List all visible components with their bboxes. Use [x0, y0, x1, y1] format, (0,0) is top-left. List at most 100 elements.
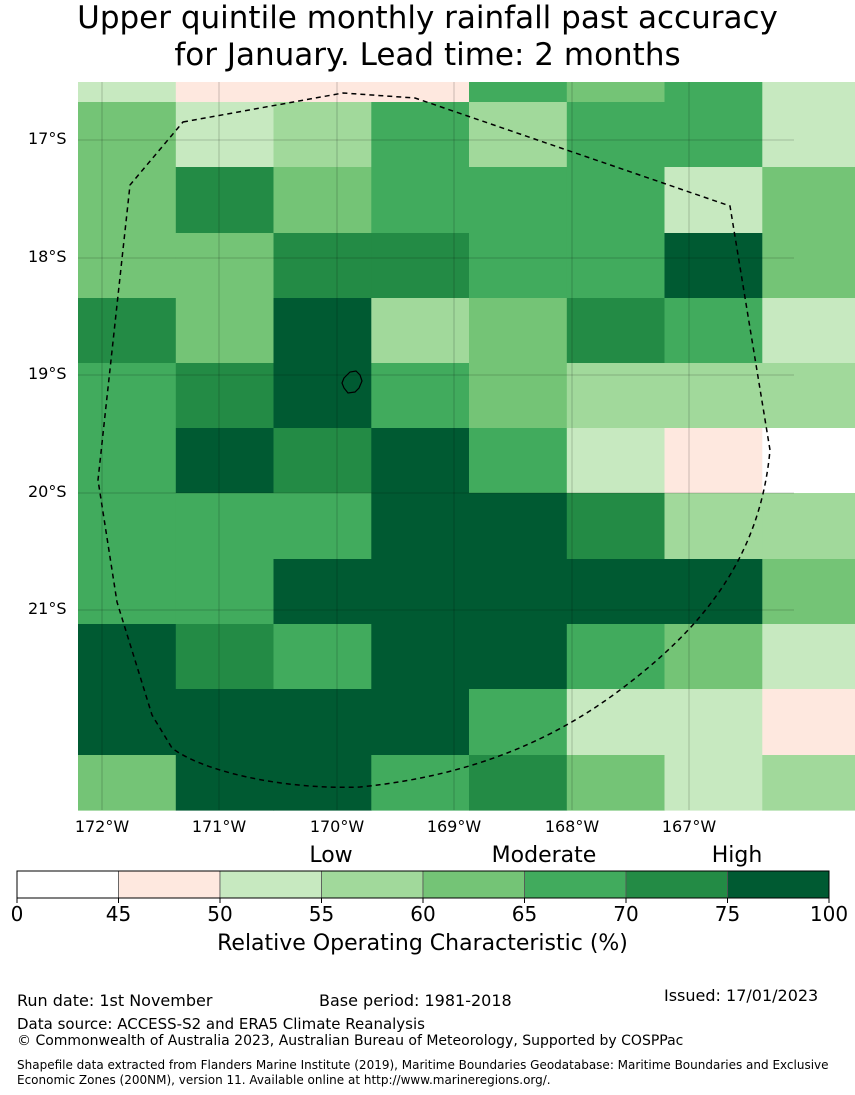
grid-cell	[175, 689, 275, 756]
grid-cell	[664, 689, 763, 756]
grid-cell	[664, 559, 763, 625]
grid-cell	[469, 755, 568, 811]
grid-cell	[371, 82, 470, 103]
grid-cell	[469, 559, 568, 625]
grid-cell	[566, 755, 666, 811]
base-period: Base period: 1981-2018	[319, 991, 512, 1010]
colorbar-tick-label: 75	[714, 902, 741, 926]
grid-cell	[566, 689, 666, 756]
grid-cell	[78, 624, 177, 690]
lat-label-20s: 20°S	[28, 482, 67, 501]
grid-cell	[469, 167, 568, 234]
grid-cell	[469, 493, 568, 560]
grid-cell	[664, 363, 763, 429]
grid-cell	[78, 298, 177, 364]
grid-cell	[762, 624, 855, 690]
grid-cell	[566, 233, 666, 299]
colorbar-tick-label: 65	[511, 902, 538, 926]
grid-cell	[371, 102, 470, 168]
grid-cell	[469, 624, 568, 690]
grid-cell	[469, 102, 568, 168]
shapefile-credit: Shapefile data extracted from Flanders M…	[17, 1058, 829, 1087]
grid-cell	[175, 363, 275, 429]
grid-cell	[566, 298, 666, 364]
category-low: Low	[309, 843, 353, 868]
grid-cell	[273, 82, 372, 103]
data-source: Data source: ACCESS-S2 and ERA5 Climate …	[17, 1015, 425, 1033]
eez-boundary	[97, 92, 771, 789]
grid-cell	[469, 363, 568, 429]
grid-cell	[78, 82, 177, 103]
colorbar-label: Relative Operating Characteristic (%)	[217, 931, 628, 956]
grid-cell	[78, 428, 177, 494]
issued-date: Issued: 17/01/2023	[664, 986, 819, 1005]
lon-label-170w: 170°W	[309, 817, 365, 836]
grid-cell	[762, 102, 855, 168]
grid-cell	[175, 233, 275, 299]
grid-cell	[175, 167, 275, 234]
grid-cell	[762, 559, 855, 625]
grid-cell	[371, 428, 470, 494]
grid-cell	[78, 167, 177, 234]
grid-cell	[371, 363, 470, 429]
grid-cell	[273, 167, 372, 234]
grid-cell	[762, 233, 855, 299]
grid-cell	[664, 624, 763, 690]
copyright: © Commonwealth of Australia 2023, Austra…	[17, 1033, 684, 1049]
colorbar-tick-label: 55	[308, 902, 335, 926]
grid-cell	[273, 102, 372, 168]
grid-cell	[469, 689, 568, 756]
grid-cell	[664, 102, 763, 168]
grid-cell	[664, 298, 763, 364]
chart-title: Upper quintile monthly rainfall past acc…	[0, 0, 855, 74]
grid-cell	[566, 82, 666, 103]
grid-cell	[566, 493, 666, 560]
grid-cell	[762, 363, 855, 429]
grid-cell	[371, 298, 470, 364]
grid-cell	[371, 167, 470, 234]
lat-label-17s: 17°S	[28, 129, 67, 148]
grid-cell	[273, 298, 372, 364]
grid-cell	[371, 493, 470, 560]
lon-label-167w: 167°W	[661, 817, 717, 836]
grid-cell	[273, 233, 372, 299]
lon-label-168w: 168°W	[544, 817, 600, 836]
lon-label-172w: 172°W	[74, 817, 130, 836]
grid-cell	[566, 624, 666, 690]
grid-cell	[762, 167, 855, 234]
grid-cell	[762, 298, 855, 364]
grid-cell	[664, 755, 763, 811]
title-line-1: Upper quintile monthly rainfall past acc…	[77, 0, 778, 36]
colorbar-tick-label: 70	[613, 902, 639, 926]
grid-cell	[273, 689, 372, 756]
grid-cell	[78, 233, 177, 299]
grid-cell	[175, 559, 275, 625]
grid-cell	[469, 298, 568, 364]
grid-cell	[371, 559, 470, 625]
grid-cell	[762, 493, 855, 560]
grid-cell	[175, 624, 275, 690]
grid-cell	[566, 167, 666, 234]
map-gridlines	[78, 82, 794, 810]
grid-cell	[175, 82, 275, 103]
grid-cell	[469, 233, 568, 299]
grid-cell	[371, 624, 470, 690]
grid-cell	[78, 559, 177, 625]
category-moderate: Moderate	[491, 843, 597, 868]
grid-cell	[762, 689, 855, 756]
category-high: High	[711, 843, 763, 868]
grid-cell	[469, 428, 568, 494]
lat-label-21s: 21°S	[28, 599, 67, 618]
grid-cell	[78, 493, 177, 560]
grid-cell	[175, 102, 275, 168]
lon-label-171w: 171°W	[191, 817, 247, 836]
lat-label-19s: 19°S	[28, 364, 67, 383]
grid-cell	[371, 689, 470, 756]
title-line-2: for January. Lead time: 2 months	[174, 37, 681, 73]
grid-cell	[664, 82, 763, 103]
grid-cell	[371, 233, 470, 299]
grid-cell	[566, 559, 666, 625]
island-outline	[341, 370, 363, 394]
grid-cell	[78, 363, 177, 429]
grid-cell	[175, 298, 275, 364]
